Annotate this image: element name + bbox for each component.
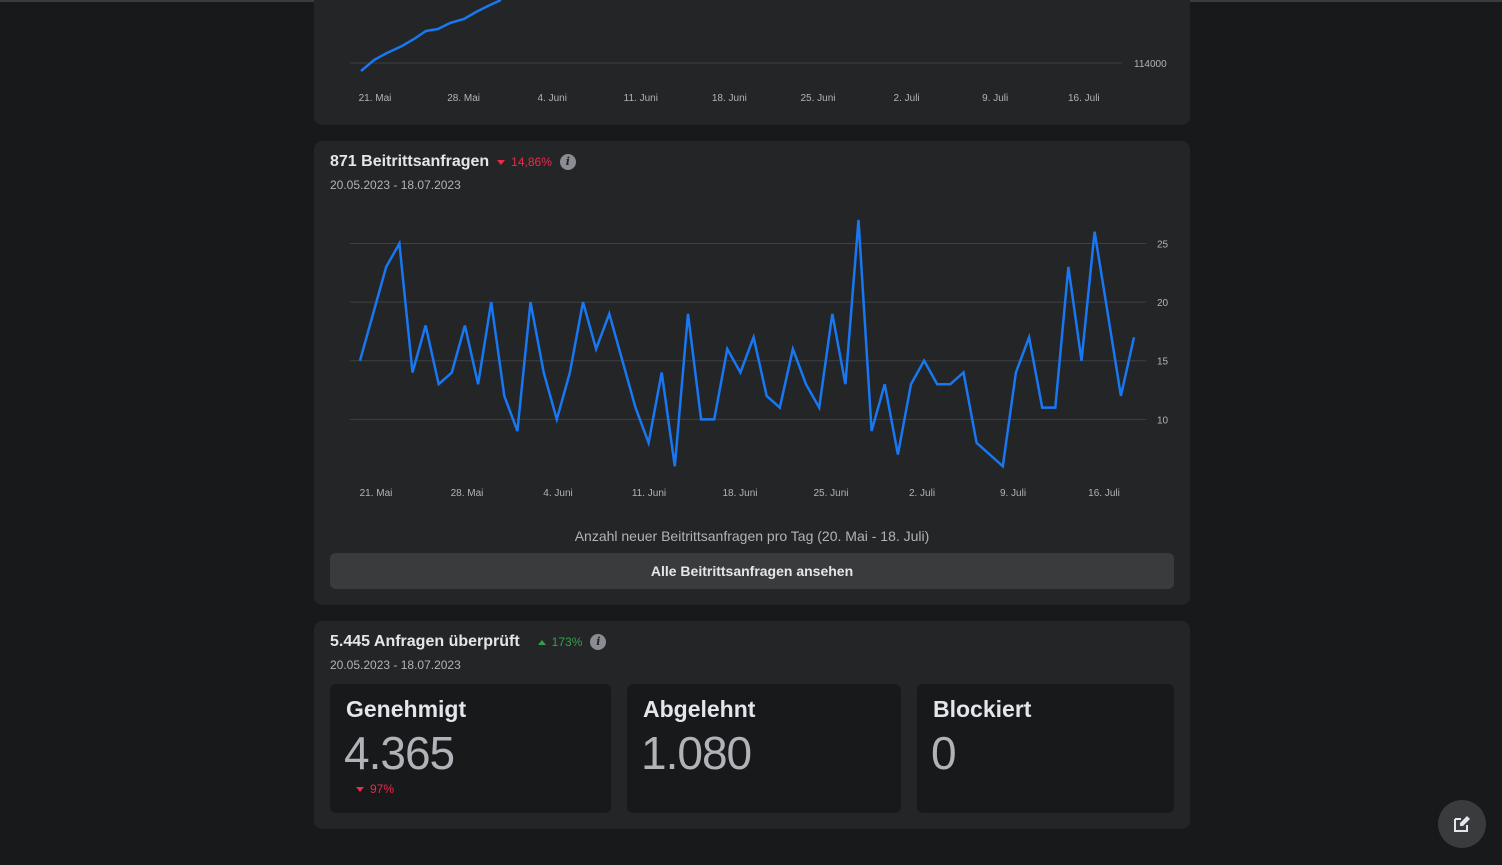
info-icon[interactable]: i xyxy=(590,634,607,650)
top-x-tick: 28. Mai xyxy=(447,93,480,104)
requests-title-row: 871 Beitrittsanfragen 14,86% i xyxy=(330,153,576,171)
requests-trend: 14,86% xyxy=(497,155,552,169)
join-requests-card: 871 Beitrittsanfragen 14,86% i 20.05.202… xyxy=(314,141,1190,605)
reviewed-trend-value: 173% xyxy=(551,635,583,649)
compose-button[interactable] xyxy=(1438,800,1486,848)
top-x-tick: 9. Juli xyxy=(982,93,1008,104)
info-icon[interactable]: i xyxy=(559,154,576,170)
trend-down-icon xyxy=(497,159,506,165)
edit-icon xyxy=(1454,816,1470,832)
x-tick-label: 2. Juli xyxy=(909,488,935,499)
stat-declined-label: Abgelehnt xyxy=(643,696,756,722)
stat-approved-trend: 97% xyxy=(356,782,394,796)
members-series-line xyxy=(360,0,502,72)
requests-date-range: 20.05.2023 - 18.07.2023 xyxy=(330,178,461,192)
y-tick-label: 20 xyxy=(1157,298,1169,309)
x-tick-label: 4. Juni xyxy=(543,488,572,499)
reviewed-date-range: 20.05.2023 - 18.07.2023 xyxy=(330,658,461,672)
y-tick-label: 10 xyxy=(1157,415,1169,426)
stat-blocked-value: 0 xyxy=(931,727,957,779)
stat-blocked-label: Blockiert xyxy=(933,696,1032,722)
top-x-tick: 4. Juni xyxy=(537,93,566,104)
y-tick-114000: 114000 xyxy=(1134,59,1167,70)
chart-caption: Anzahl neuer Beitrittsanfragen pro Tag (… xyxy=(574,528,930,544)
top-x-tick: 16. Juli xyxy=(1068,93,1100,104)
requests-trend-value: 14,86% xyxy=(511,155,552,169)
members-chart-card: 114000 21. Mai 28. Mai 4. Juni 11. Juni 18. … xyxy=(314,0,1190,125)
reviewed-requests-card: 5.445 Anfragen überprüft 173% i 20.05.20… xyxy=(314,621,1190,829)
stat-declined-value: 1.080 xyxy=(641,727,752,779)
stat-declined: Abgelehnt 1.080 xyxy=(627,684,901,813)
reviewed-title: 5.445 Anfragen überprüft xyxy=(330,633,520,650)
y-tick-label: 25 xyxy=(1157,239,1169,250)
y-tick-label: 15 xyxy=(1157,357,1169,368)
stat-approved: Genehmigt 4.365 97% xyxy=(330,684,611,813)
view-all-requests-button[interactable]: Alle Beitrittsanfragen ansehen xyxy=(330,553,1174,589)
trend-down-icon xyxy=(356,786,364,792)
members-line-chart: 114000 21. Mai 28. Mai 4. Juni 11. Juni 18. … xyxy=(350,0,1167,104)
top-x-tick: 18. Juni xyxy=(712,93,747,104)
reviewed-trend: 173% xyxy=(537,635,583,649)
stat-blocked: Blockiert 0 xyxy=(917,684,1174,813)
stat-approved-label: Genehmigt xyxy=(346,696,467,722)
stat-approved-trend-value: 97% xyxy=(370,782,395,796)
top-x-tick: 2. Juli xyxy=(894,93,920,104)
x-tick-label: 16. Juli xyxy=(1088,488,1120,499)
requests-series-line xyxy=(358,219,1136,469)
trend-up-icon xyxy=(537,639,546,645)
x-tick-label: 11. Juni xyxy=(632,488,666,499)
stat-approved-value: 4.365 xyxy=(344,727,455,779)
x-tick-label: 28. Mai xyxy=(451,488,484,499)
reviewed-title-row: 5.445 Anfragen überprüft 173% i xyxy=(330,633,607,651)
requests-line-chart: 25 20 15 10 21. Mai 28. Mai 4. Juni 11. Juni 18… xyxy=(350,219,1169,499)
x-tick-label: 18. Juni xyxy=(722,488,757,499)
x-tick-label: 21. Mai xyxy=(360,488,393,499)
x-tick-label: 9. Juli xyxy=(1000,488,1026,499)
top-x-tick: 21. Mai xyxy=(359,93,392,104)
top-x-tick: 11. Juni xyxy=(624,93,658,104)
x-tick-label: 25. Juni xyxy=(813,488,848,499)
requests-title: 871 Beitrittsanfragen xyxy=(330,153,490,170)
top-x-tick: 25. Juni xyxy=(800,93,835,104)
